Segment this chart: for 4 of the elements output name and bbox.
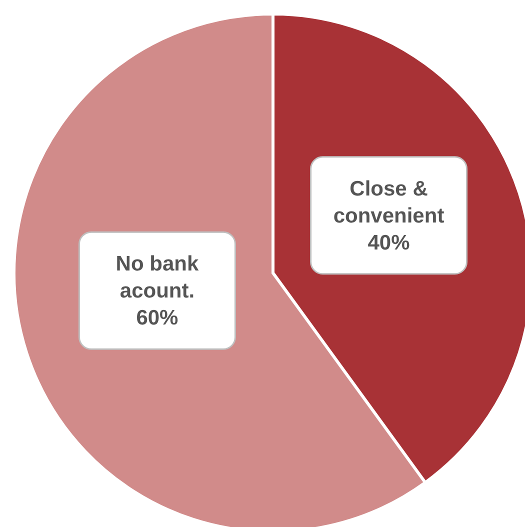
data-label: 40% [368, 230, 410, 254]
data-label: 60% [136, 306, 179, 330]
slice-label: Close & convenient [333, 176, 444, 227]
slice-label: No bank acount. [116, 252, 199, 302]
